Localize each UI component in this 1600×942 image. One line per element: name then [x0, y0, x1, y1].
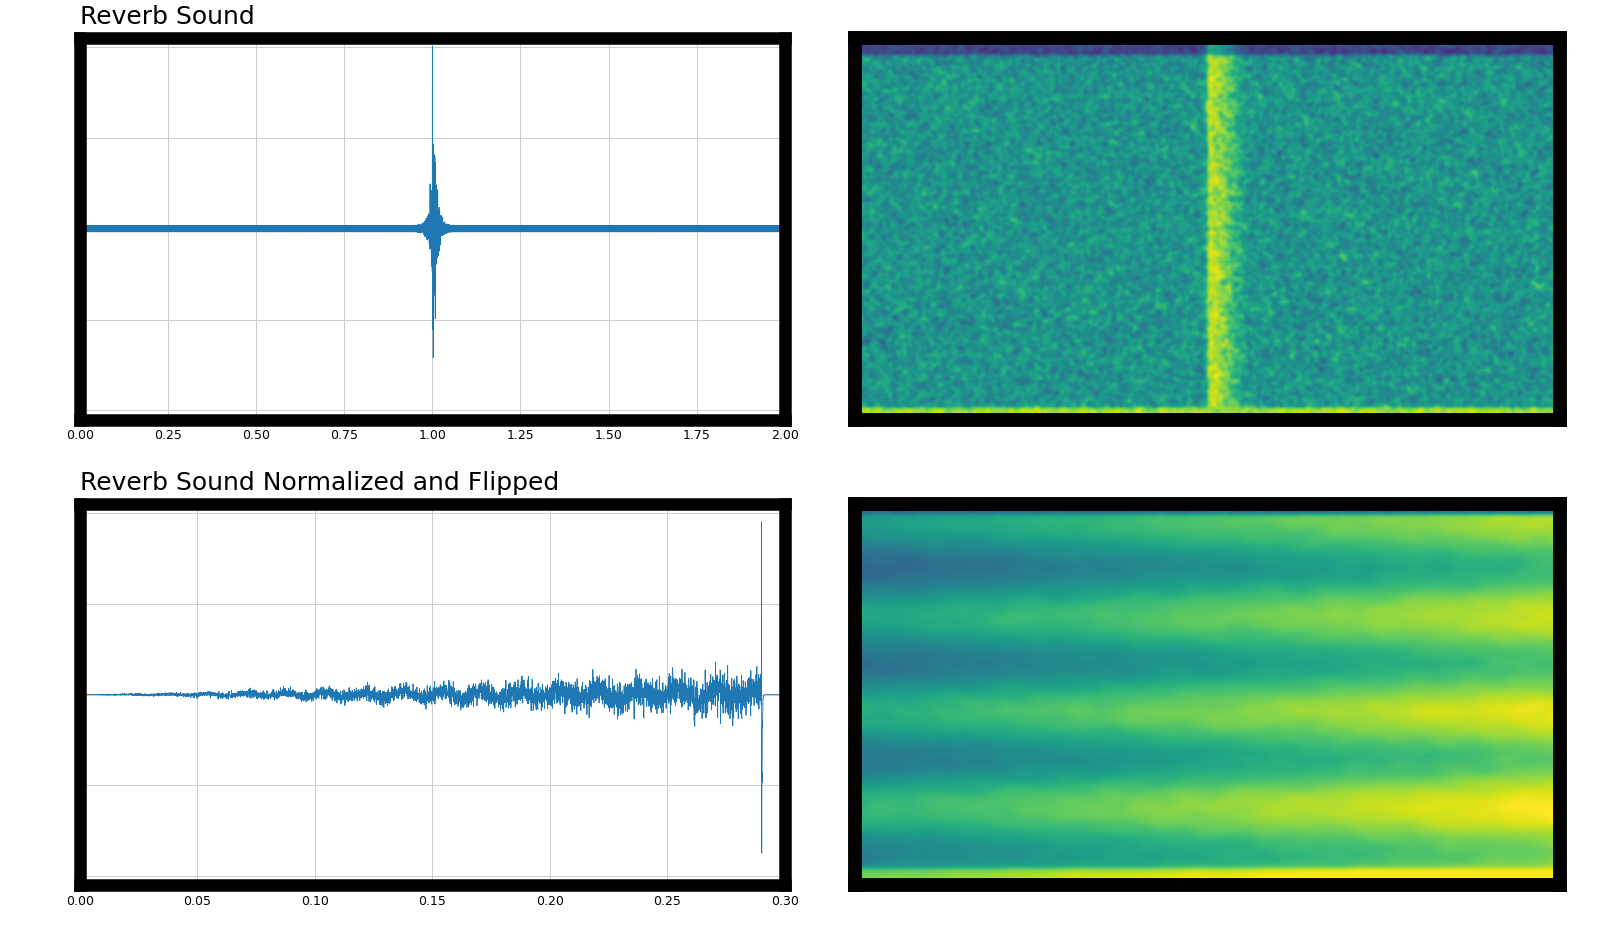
- Text: Reverb Sound: Reverb Sound: [80, 5, 254, 29]
- Text: Reverb Sound Normalized and Flipped: Reverb Sound Normalized and Flipped: [80, 471, 560, 495]
